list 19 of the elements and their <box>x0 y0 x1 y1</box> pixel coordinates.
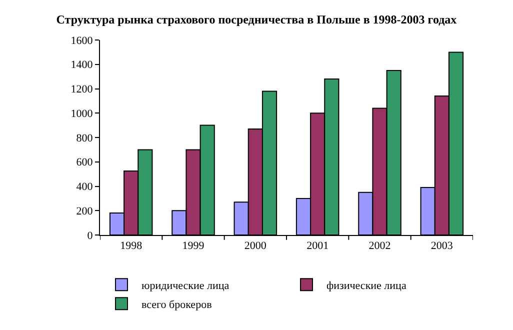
x-tick-label: 2000 <box>244 240 267 252</box>
x-tick-label: 2003 <box>430 240 454 252</box>
y-tick-label: 1000 <box>70 108 94 120</box>
y-tick-label: 1600 <box>70 34 94 47</box>
x-tick-label: 1999 <box>182 240 205 252</box>
y-tick-label: 200 <box>76 205 94 218</box>
legend-label: всего брокеров <box>142 298 212 311</box>
y-tick-label: 800 <box>76 132 94 144</box>
y-tick-label: 1200 <box>70 84 94 96</box>
y-tick-label: 400 <box>76 181 94 194</box>
chart-title: Структура рынка страхового посредничества в Польше в 1998-2003 годах <box>56 12 457 26</box>
y-tick-label: 600 <box>76 156 94 169</box>
legend-label: юридические лица <box>142 280 230 292</box>
y-tick-label: 0 <box>87 230 94 242</box>
y-tick-label: 1400 <box>70 59 94 72</box>
legend-label: физические лица <box>326 280 406 292</box>
x-tick-label: 1998 <box>120 240 143 252</box>
x-tick-label: 2001 <box>306 240 329 252</box>
x-tick-label: 2002 <box>368 240 391 252</box>
